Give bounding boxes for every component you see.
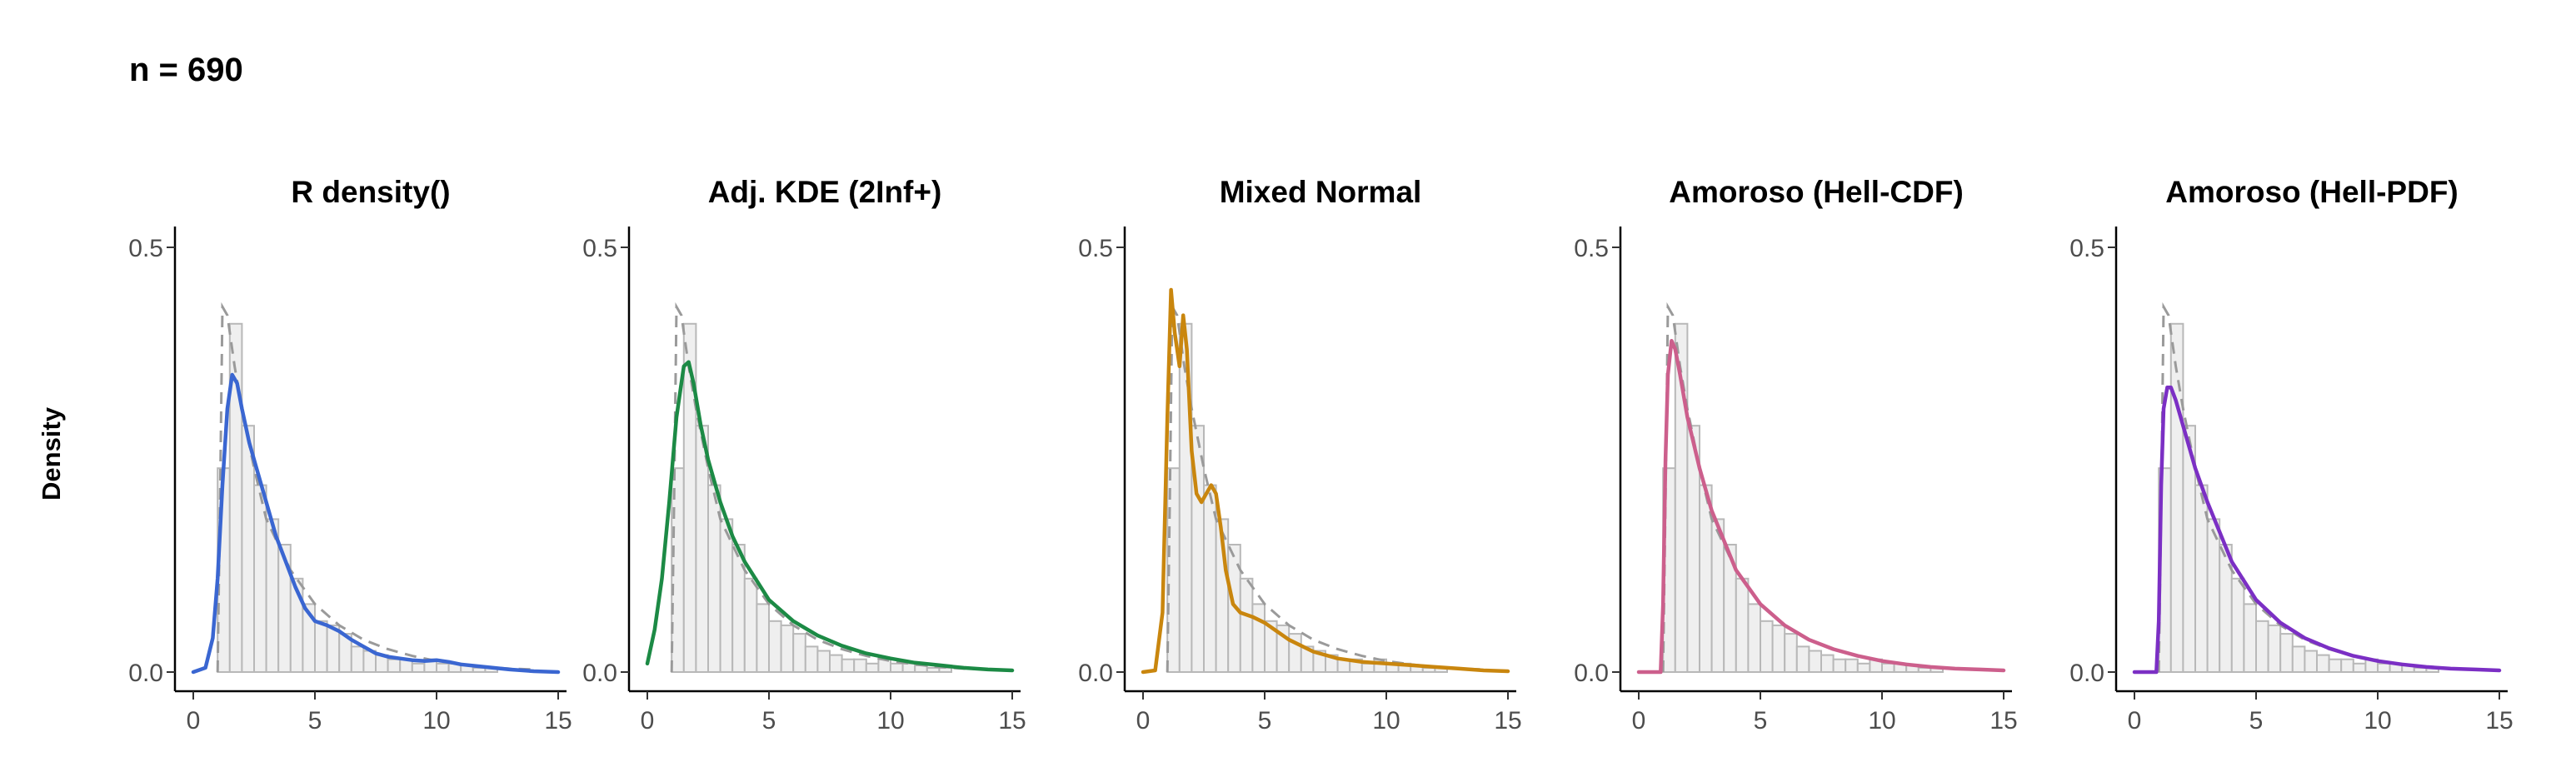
x-tick-label: 0	[2128, 707, 2142, 735]
x-tick-label: 10	[422, 707, 450, 735]
histogram-bar	[2377, 662, 2391, 673]
x-tick-label: 15	[998, 707, 1026, 735]
histogram-bar	[756, 603, 771, 674]
histogram-bar	[1710, 518, 1725, 674]
histogram-bar	[901, 662, 916, 673]
histogram-bar	[841, 658, 856, 674]
density-line	[1141, 287, 1510, 675]
density-line	[2132, 386, 2502, 675]
histogram-bar	[2352, 662, 2367, 673]
x-tick-label: 15	[1989, 707, 2017, 735]
y-tick-label: 0.5	[2069, 235, 2104, 262]
x-tick-label: 5	[1754, 707, 1768, 735]
x-tick-label: 0	[1632, 707, 1646, 735]
histogram-bar	[1239, 577, 1254, 673]
histogram-bar	[743, 577, 758, 673]
histogram-bar	[2230, 577, 2245, 673]
panel-title: Amoroso (Hell-PDF)	[2165, 175, 2459, 209]
density-line	[1636, 338, 2006, 675]
histogram-bar	[768, 620, 782, 673]
x-tick-label: 0	[641, 707, 655, 735]
histogram-bar	[2267, 624, 2282, 674]
y-tick-label: 0.0	[582, 660, 617, 687]
histogram-bar	[1760, 620, 1774, 673]
histogram-bar	[1360, 662, 1375, 673]
histogram-bar	[1808, 650, 1822, 673]
x-tick-label: 10	[2364, 707, 2391, 735]
histogram-bar	[1747, 603, 1761, 674]
histogram-bar	[2328, 658, 2343, 674]
histogram-bar	[436, 662, 450, 673]
panel-title: Mixed Normal	[1220, 175, 1422, 209]
histogram-bar	[682, 322, 697, 673]
density-line	[191, 372, 561, 675]
histogram-bar	[2316, 654, 2330, 673]
y-tick-label: 0.5	[582, 235, 617, 262]
histogram-bar	[2279, 633, 2294, 673]
histogram-bar	[1771, 624, 1786, 674]
x-tick-label: 5	[308, 707, 322, 735]
histogram-bar	[350, 645, 365, 674]
histogram-bar	[387, 658, 402, 674]
histogram-bar	[1820, 654, 1835, 673]
histogram-bar	[1845, 658, 1859, 674]
histogram-bar	[2243, 603, 2257, 674]
histogram-bar	[2169, 322, 2184, 673]
histogram-bar	[865, 662, 880, 673]
x-tick-label: 5	[2249, 707, 2264, 735]
reference-density-line	[1166, 301, 1484, 673]
x-tick-label: 10	[876, 707, 904, 735]
histogram-bar	[1784, 633, 1798, 673]
histogram-bar	[853, 658, 867, 674]
y-tick-label: 0.0	[1078, 660, 1113, 687]
y-tick-label: 0.0	[1574, 660, 1609, 687]
reference-density-line	[670, 301, 988, 673]
histogram-bar	[1251, 603, 1266, 674]
panel-title: Amoroso (Hell-CDF)	[1669, 175, 1964, 209]
x-tick-label: 5	[1258, 707, 1272, 735]
y-tick-label: 0.0	[2069, 660, 2104, 687]
histogram-bar	[1881, 662, 1895, 673]
histogram-bar	[1735, 577, 1750, 673]
histogram-bar	[2340, 658, 2354, 674]
panel-title: R density()	[291, 175, 450, 209]
density-line	[645, 360, 1015, 673]
histogram-bar	[804, 645, 819, 674]
y-tick-label: 0.5	[1574, 235, 1609, 262]
x-tick-label: 5	[762, 707, 776, 735]
histogram-bar	[2255, 620, 2269, 673]
x-tick-label: 10	[1868, 707, 1895, 735]
histogram-bar	[719, 518, 734, 674]
panel-title: Adj. KDE (2Inf+)	[708, 175, 942, 209]
histogram-bar	[2206, 518, 2221, 674]
histogram-bar	[926, 666, 941, 674]
reference-density-line	[216, 301, 534, 673]
histogram-bar	[1856, 662, 1871, 673]
y-tick-label: 0.5	[128, 235, 163, 262]
x-tick-label: 10	[1372, 707, 1400, 735]
x-tick-label: 15	[544, 707, 572, 735]
chart-title: n = 690	[129, 52, 243, 88]
histogram-bar	[411, 662, 426, 673]
histogram-bar	[314, 620, 328, 673]
y-tick-label: 0.5	[1078, 235, 1113, 262]
reference-density-line	[2157, 301, 2475, 673]
histogram-bar	[780, 624, 795, 674]
histogram-bar	[792, 633, 806, 673]
x-tick-label: 0	[1136, 707, 1151, 735]
x-tick-label: 15	[2485, 707, 2513, 735]
x-tick-label: 0	[187, 707, 201, 735]
histogram-bar	[816, 650, 831, 673]
x-tick-label: 15	[1494, 707, 1521, 735]
y-tick-label: 0.0	[128, 660, 163, 687]
histogram-bar	[829, 654, 843, 673]
histogram-bar	[2291, 645, 2306, 674]
histogram-bar	[890, 662, 904, 673]
histogram-bar	[1832, 658, 1847, 674]
histogram-bar	[2304, 650, 2318, 673]
histogram-bar	[1795, 645, 1810, 674]
